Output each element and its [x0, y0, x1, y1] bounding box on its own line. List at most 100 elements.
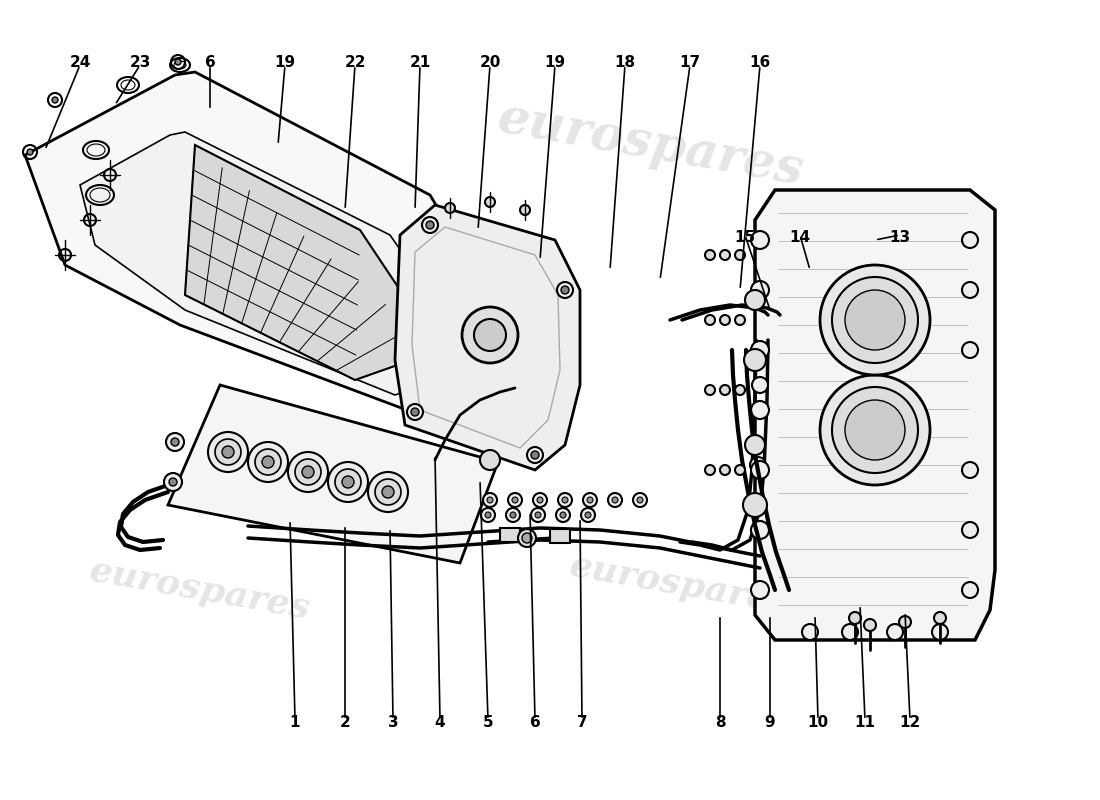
Circle shape — [522, 533, 532, 543]
Circle shape — [932, 624, 948, 640]
Circle shape — [508, 493, 522, 507]
Circle shape — [745, 290, 764, 310]
Circle shape — [637, 497, 644, 503]
Text: 1: 1 — [289, 715, 300, 730]
Circle shape — [382, 486, 394, 498]
Text: 21: 21 — [409, 55, 430, 70]
Polygon shape — [168, 385, 498, 563]
Circle shape — [864, 619, 876, 631]
Text: 20: 20 — [480, 55, 501, 70]
Text: eurospares: eurospares — [94, 179, 407, 281]
Circle shape — [28, 149, 33, 155]
Circle shape — [751, 581, 769, 599]
Text: 9: 9 — [764, 715, 776, 730]
Text: 4: 4 — [434, 715, 446, 730]
Bar — [550, 529, 570, 543]
Circle shape — [735, 315, 745, 325]
Circle shape — [474, 319, 506, 351]
Circle shape — [527, 447, 543, 463]
Circle shape — [520, 205, 530, 215]
Circle shape — [512, 497, 518, 503]
Circle shape — [745, 435, 764, 455]
Circle shape — [255, 449, 280, 475]
Circle shape — [562, 497, 568, 503]
Circle shape — [462, 307, 518, 363]
Circle shape — [962, 462, 978, 478]
Text: 7: 7 — [576, 715, 587, 730]
Circle shape — [295, 459, 321, 485]
Circle shape — [742, 493, 767, 517]
Text: 19: 19 — [274, 55, 296, 70]
Polygon shape — [185, 145, 440, 380]
Text: 23: 23 — [130, 55, 151, 70]
Text: 16: 16 — [749, 55, 771, 70]
Circle shape — [581, 508, 595, 522]
Circle shape — [720, 385, 730, 395]
Text: 24: 24 — [69, 55, 90, 70]
Text: 19: 19 — [544, 55, 565, 70]
Text: 10: 10 — [807, 715, 828, 730]
Circle shape — [411, 408, 419, 416]
Circle shape — [164, 473, 182, 491]
Polygon shape — [755, 190, 996, 640]
Circle shape — [375, 479, 402, 505]
Circle shape — [288, 452, 328, 492]
Circle shape — [720, 315, 730, 325]
Circle shape — [899, 616, 911, 628]
Circle shape — [751, 231, 769, 249]
Text: 2: 2 — [340, 715, 351, 730]
Circle shape — [561, 286, 569, 294]
Circle shape — [962, 582, 978, 598]
Circle shape — [962, 282, 978, 298]
Circle shape — [531, 451, 539, 459]
Circle shape — [751, 461, 769, 479]
Circle shape — [342, 476, 354, 488]
Text: 13: 13 — [890, 230, 911, 245]
Circle shape — [751, 521, 769, 539]
Text: eurospares: eurospares — [566, 549, 793, 621]
Circle shape — [962, 342, 978, 358]
Circle shape — [558, 493, 572, 507]
Circle shape — [585, 512, 591, 518]
Circle shape — [262, 456, 274, 468]
Circle shape — [487, 497, 493, 503]
Text: eurospares: eurospares — [493, 94, 806, 196]
Circle shape — [934, 612, 946, 624]
Circle shape — [169, 478, 177, 486]
Text: 17: 17 — [680, 55, 701, 70]
Circle shape — [705, 315, 715, 325]
Circle shape — [820, 265, 930, 375]
Circle shape — [531, 508, 544, 522]
Circle shape — [557, 282, 573, 298]
Circle shape — [587, 497, 593, 503]
Circle shape — [222, 446, 234, 458]
Circle shape — [52, 97, 58, 103]
Circle shape — [583, 493, 597, 507]
Circle shape — [845, 400, 905, 460]
Circle shape — [751, 341, 769, 359]
Circle shape — [744, 349, 766, 371]
Circle shape — [962, 522, 978, 538]
Circle shape — [208, 432, 248, 472]
Circle shape — [832, 277, 918, 363]
Circle shape — [705, 385, 715, 395]
Circle shape — [170, 438, 179, 446]
Circle shape — [510, 512, 516, 518]
Text: 8: 8 — [715, 715, 725, 730]
Circle shape — [832, 387, 918, 473]
Circle shape — [705, 465, 715, 475]
Circle shape — [446, 203, 455, 213]
Circle shape — [612, 497, 618, 503]
Text: 6: 6 — [205, 55, 216, 70]
Circle shape — [849, 612, 861, 624]
Circle shape — [560, 512, 566, 518]
Text: 5: 5 — [483, 715, 493, 730]
Circle shape — [845, 290, 905, 350]
Circle shape — [483, 493, 497, 507]
Circle shape — [485, 512, 491, 518]
Circle shape — [735, 250, 745, 260]
Circle shape — [608, 493, 622, 507]
Circle shape — [248, 442, 288, 482]
Polygon shape — [25, 72, 535, 415]
Polygon shape — [80, 132, 480, 395]
